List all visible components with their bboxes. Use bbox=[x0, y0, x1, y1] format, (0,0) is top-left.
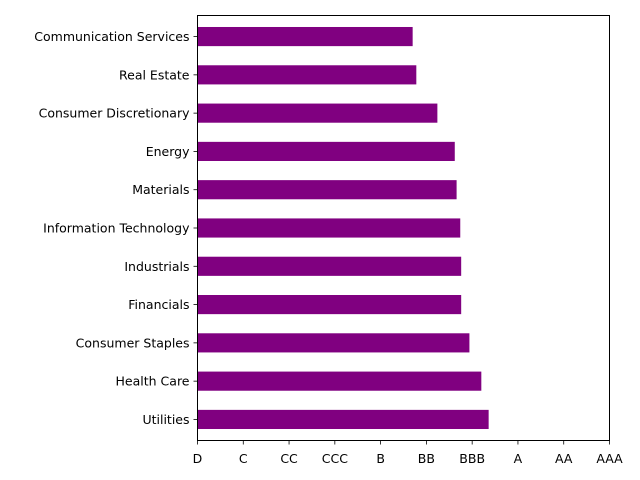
bar bbox=[197, 26, 413, 47]
category-label: Utilities bbox=[142, 412, 189, 427]
category-label: Consumer Staples bbox=[76, 335, 190, 350]
bar bbox=[197, 180, 457, 200]
category-label: Communication Services bbox=[34, 29, 189, 44]
x-tick-label: A bbox=[514, 451, 523, 466]
plot-frame bbox=[197, 15, 610, 441]
category-label: Real Estate bbox=[119, 67, 190, 82]
bars-group bbox=[197, 26, 489, 430]
x-tick-label: AA bbox=[555, 451, 573, 466]
bar bbox=[197, 141, 455, 161]
category-label: Energy bbox=[146, 144, 190, 159]
x-tick-label: CCC bbox=[322, 451, 348, 466]
x-tick-label: B bbox=[376, 451, 385, 466]
category-labels: Communication Services Real Estate Consume… bbox=[34, 29, 198, 427]
category-label: Information Technology bbox=[43, 221, 190, 236]
bar bbox=[197, 218, 461, 238]
category-label: Health Care bbox=[116, 374, 190, 389]
bar bbox=[197, 103, 438, 123]
x-tick-label: C bbox=[239, 451, 248, 466]
x-tick-label: CC bbox=[280, 451, 298, 466]
x-tick-label: AAA bbox=[596, 451, 623, 466]
x-tick-label: BB bbox=[418, 451, 435, 466]
bar bbox=[197, 295, 462, 315]
bar bbox=[197, 65, 417, 85]
x-tick-label: BBB bbox=[459, 451, 485, 466]
bar bbox=[197, 371, 482, 391]
category-label: Consumer Discretionary bbox=[39, 106, 190, 121]
bar bbox=[197, 333, 470, 353]
category-label: Financials bbox=[128, 297, 189, 312]
category-label: Materials bbox=[132, 182, 189, 197]
bar bbox=[197, 409, 489, 430]
bar bbox=[197, 256, 462, 276]
x-axis-ticks: D C CC CCC B BB BBB A AA AAA bbox=[193, 440, 623, 466]
category-label: Industrials bbox=[124, 259, 189, 274]
x-tick-label: D bbox=[193, 451, 203, 466]
